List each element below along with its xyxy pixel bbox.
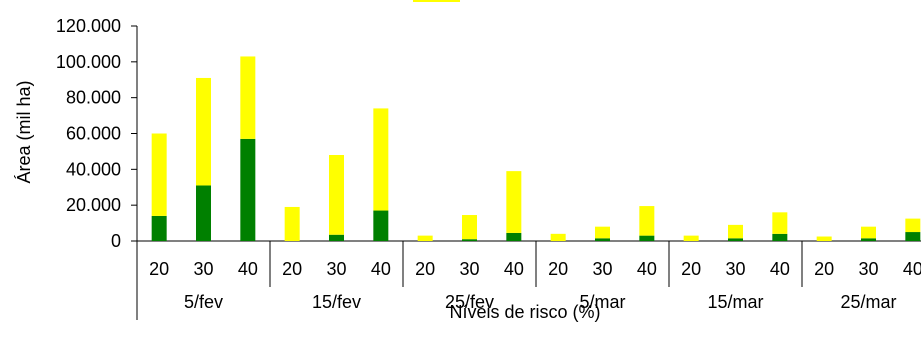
risk-level-label: 20 [548, 259, 568, 279]
bar-segment [462, 239, 477, 241]
date-group-label: 25/mar [840, 292, 896, 312]
y-tick-label: 60.000 [66, 124, 121, 144]
date-group-label: 5/mar [579, 292, 625, 312]
bar-segment [728, 224, 743, 239]
risk-level-label: 40 [504, 259, 524, 279]
y-tick-label: 40.000 [66, 159, 121, 179]
bar-segment [329, 234, 344, 241]
bar-segment [196, 77, 211, 186]
bar-segment [329, 155, 344, 235]
bar-segment [151, 133, 167, 216]
bar-segment [417, 235, 433, 241]
risk-level-label: 40 [238, 259, 258, 279]
plot-area: 0 20.000 40.000 60.000 80.000 100.000 120.000 2… [56, 16, 921, 320]
risk-level-label: 40 [637, 259, 657, 279]
bar-segment [595, 238, 610, 241]
legend-swatch [413, 0, 460, 2]
y-tick-label: 100.000 [56, 52, 121, 72]
bar-segment [240, 138, 256, 241]
risk-level-label: 20 [149, 259, 169, 279]
risk-level-label: 20 [415, 259, 435, 279]
bar-segment [728, 238, 743, 241]
bar-segment [639, 206, 655, 236]
risk-level-label: 30 [459, 259, 479, 279]
risk-level-label: 30 [858, 259, 878, 279]
risk-level-label: 20 [681, 259, 701, 279]
bar-segment [373, 210, 389, 241]
x-axis-title: Níveis de risco (%) [449, 302, 600, 322]
bar-segment [772, 212, 788, 234]
bar-segment [683, 235, 699, 241]
bar-segment [905, 218, 921, 233]
bar-segment [772, 233, 788, 241]
bar-segment [550, 233, 566, 241]
y-tick-label: 0 [111, 231, 121, 251]
bar-segment [506, 232, 522, 241]
bar-segment [151, 215, 167, 241]
risk-level-label: 40 [770, 259, 790, 279]
bar-segment [639, 235, 655, 241]
y-axis-title: Área (mil ha) [14, 80, 34, 183]
bar-segment [240, 56, 256, 139]
bar-segment [861, 238, 876, 241]
date-group-label: 5/fev [184, 292, 223, 312]
bar-segment [905, 232, 921, 241]
bar-segment [196, 185, 211, 241]
risk-level-label: 20 [282, 259, 302, 279]
bar-segment [284, 206, 300, 241]
y-tick-label: 20.000 [66, 195, 121, 215]
bar-segment [373, 108, 389, 211]
bar-segment [861, 226, 876, 239]
y-tick-label: 80.000 [66, 88, 121, 108]
risk-level-label: 30 [326, 259, 346, 279]
risk-level-label: 30 [193, 259, 213, 279]
risk-level-label: 20 [814, 259, 834, 279]
date-group-label: 15/fev [312, 292, 361, 312]
bar-segment [462, 215, 477, 240]
risk-level-label: 40 [371, 259, 391, 279]
date-group-label: 15/mar [707, 292, 763, 312]
bar-segment [595, 226, 610, 239]
bar-segment [506, 171, 522, 233]
risk-level-label: 30 [592, 259, 612, 279]
risk-level-label: 30 [725, 259, 745, 279]
y-tick-label: 120.000 [56, 16, 121, 36]
risk-level-label: 40 [903, 259, 921, 279]
date-group-label: 25/fev [445, 292, 494, 312]
bar-segment [816, 236, 832, 241]
